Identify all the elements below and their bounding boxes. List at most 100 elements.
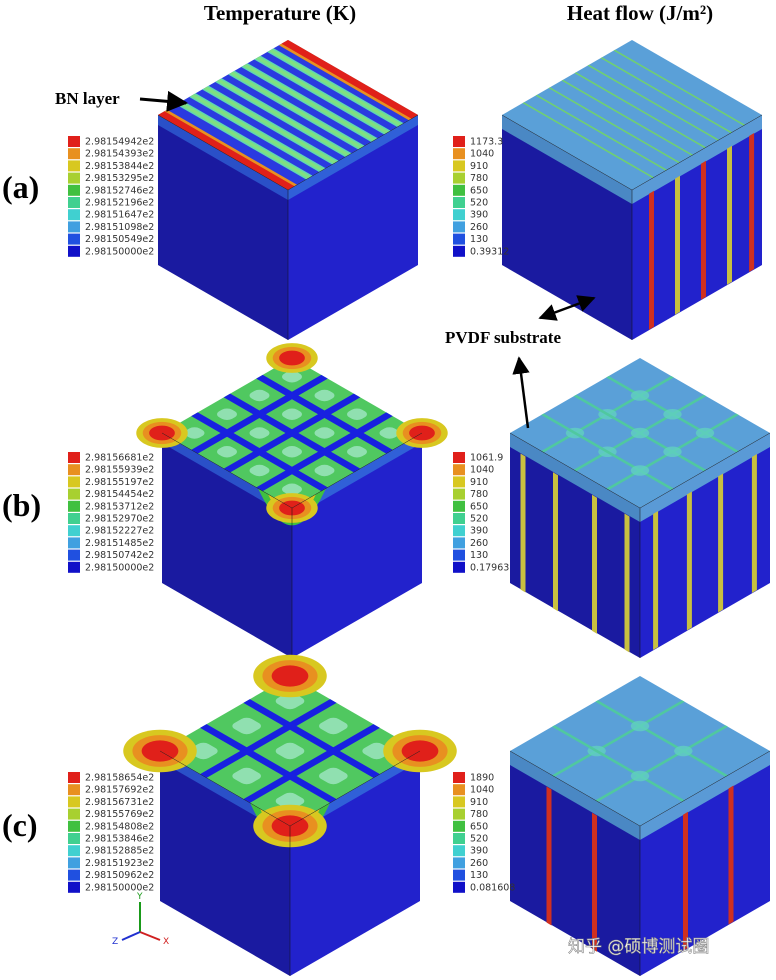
legend-swatch bbox=[68, 845, 80, 857]
axis-z bbox=[121, 931, 141, 941]
legend-swatch bbox=[453, 209, 465, 221]
axis-triad: Y X Z bbox=[112, 892, 169, 947]
legend-swatch bbox=[453, 464, 465, 476]
cell-core bbox=[319, 767, 348, 785]
legend-label: 2.98151098e2 bbox=[85, 222, 154, 233]
axis-label: X bbox=[163, 937, 169, 947]
legend-swatch bbox=[68, 784, 80, 796]
flow-line bbox=[535, 94, 668, 171]
legend-swatch bbox=[68, 537, 80, 549]
stripe bbox=[229, 71, 364, 149]
flow-node bbox=[663, 408, 682, 420]
legend-label: 2.98152227e2 bbox=[85, 526, 154, 537]
heat-bar bbox=[686, 491, 692, 631]
legend-swatch bbox=[68, 160, 80, 172]
axis-label: Z bbox=[112, 937, 118, 947]
legend-label: 780 bbox=[470, 809, 488, 820]
legend-swatch bbox=[68, 172, 80, 184]
legend-label: 650 bbox=[470, 501, 488, 512]
legend-label: 2.98156681e2 bbox=[85, 453, 154, 464]
flow-node bbox=[630, 390, 650, 401]
stripe bbox=[268, 49, 403, 127]
legend-label: 2.98150549e2 bbox=[85, 234, 154, 245]
legend-swatch bbox=[453, 136, 465, 147]
cube-layer-band bbox=[502, 115, 632, 204]
legend-label: 2.98154808e2 bbox=[85, 821, 154, 832]
legend-label: 260 bbox=[470, 538, 488, 549]
cube-top-face bbox=[157, 40, 418, 191]
legend-label: 780 bbox=[470, 489, 488, 500]
legend-label: 910 bbox=[470, 161, 488, 172]
legend-label: 2.98155939e2 bbox=[85, 465, 154, 476]
legend-label: 1173.3 bbox=[470, 137, 503, 148]
legend-label: 910 bbox=[470, 477, 488, 488]
cell-core bbox=[314, 427, 335, 439]
cell-core bbox=[217, 446, 237, 458]
grid-line bbox=[243, 724, 380, 803]
legend-label: 1040 bbox=[470, 465, 494, 476]
legend-swatch bbox=[68, 772, 80, 783]
row-label: (a) bbox=[2, 169, 39, 205]
cube bbox=[501, 40, 763, 340]
cell-core bbox=[249, 464, 270, 477]
cell-core bbox=[362, 742, 391, 760]
legend-label: 2.98151485e2 bbox=[85, 538, 154, 549]
cell-core bbox=[232, 717, 261, 735]
legend-label: 390 bbox=[470, 210, 488, 221]
legend-swatch bbox=[453, 500, 465, 512]
cube-layer-band bbox=[510, 751, 640, 840]
annotation: PVDF substrate bbox=[445, 328, 561, 347]
legend-swatch bbox=[453, 197, 465, 208]
cell-core bbox=[275, 792, 305, 810]
cell-core bbox=[232, 767, 261, 785]
heat-bar bbox=[653, 511, 659, 650]
legend-label: 390 bbox=[470, 846, 488, 857]
legend-swatch bbox=[453, 525, 465, 537]
legend-label: 2.98154454e2 bbox=[85, 489, 154, 500]
legend-label: 2.98153846e2 bbox=[85, 834, 154, 845]
legend-swatch bbox=[68, 513, 80, 524]
heat-bar bbox=[728, 785, 734, 925]
annotation: BN layer bbox=[55, 89, 120, 108]
legend-swatch bbox=[68, 869, 80, 881]
legend-label: 130 bbox=[470, 870, 488, 881]
legend-swatch bbox=[68, 464, 80, 476]
cell-core bbox=[217, 408, 237, 420]
hot-corner bbox=[279, 350, 305, 366]
legend-swatch bbox=[68, 184, 80, 196]
cell-core bbox=[314, 464, 335, 477]
cube bbox=[123, 654, 457, 976]
legend-label: 1890 bbox=[470, 773, 494, 784]
heat-bar bbox=[520, 453, 526, 593]
legend-label: 2.98152196e2 bbox=[85, 198, 154, 209]
edge-band bbox=[281, 40, 418, 119]
cube-layer-band bbox=[158, 115, 288, 200]
legend-label: 2.98152746e2 bbox=[85, 185, 154, 196]
heat-bar bbox=[592, 494, 597, 634]
legend-swatch bbox=[453, 537, 465, 549]
edge-band bbox=[158, 111, 295, 190]
cell-core bbox=[314, 389, 335, 402]
legend-swatch bbox=[68, 197, 80, 208]
cell-core bbox=[282, 371, 302, 383]
legend-label: 650 bbox=[470, 821, 488, 832]
legend-swatch bbox=[453, 869, 465, 881]
flow-line bbox=[600, 57, 733, 134]
legend-label: 2.98151647e2 bbox=[85, 210, 154, 221]
legend-swatch bbox=[453, 796, 465, 808]
legend-label: 1040 bbox=[470, 149, 494, 160]
legend-swatch bbox=[68, 796, 80, 808]
legend-label: 2.98150962e2 bbox=[85, 870, 154, 881]
legend-swatch bbox=[453, 772, 465, 783]
cube bbox=[136, 343, 448, 658]
legend-label: 2.98151923e2 bbox=[85, 858, 154, 869]
legend-swatch bbox=[453, 172, 465, 184]
flow-node bbox=[674, 745, 693, 757]
cube-layer-band bbox=[510, 433, 640, 522]
column-header: Heat flow (J/m²) bbox=[567, 1, 713, 25]
flow-line bbox=[595, 700, 728, 777]
flow-line bbox=[587, 64, 720, 141]
legend-swatch bbox=[68, 476, 80, 488]
legend-swatch bbox=[68, 136, 80, 147]
